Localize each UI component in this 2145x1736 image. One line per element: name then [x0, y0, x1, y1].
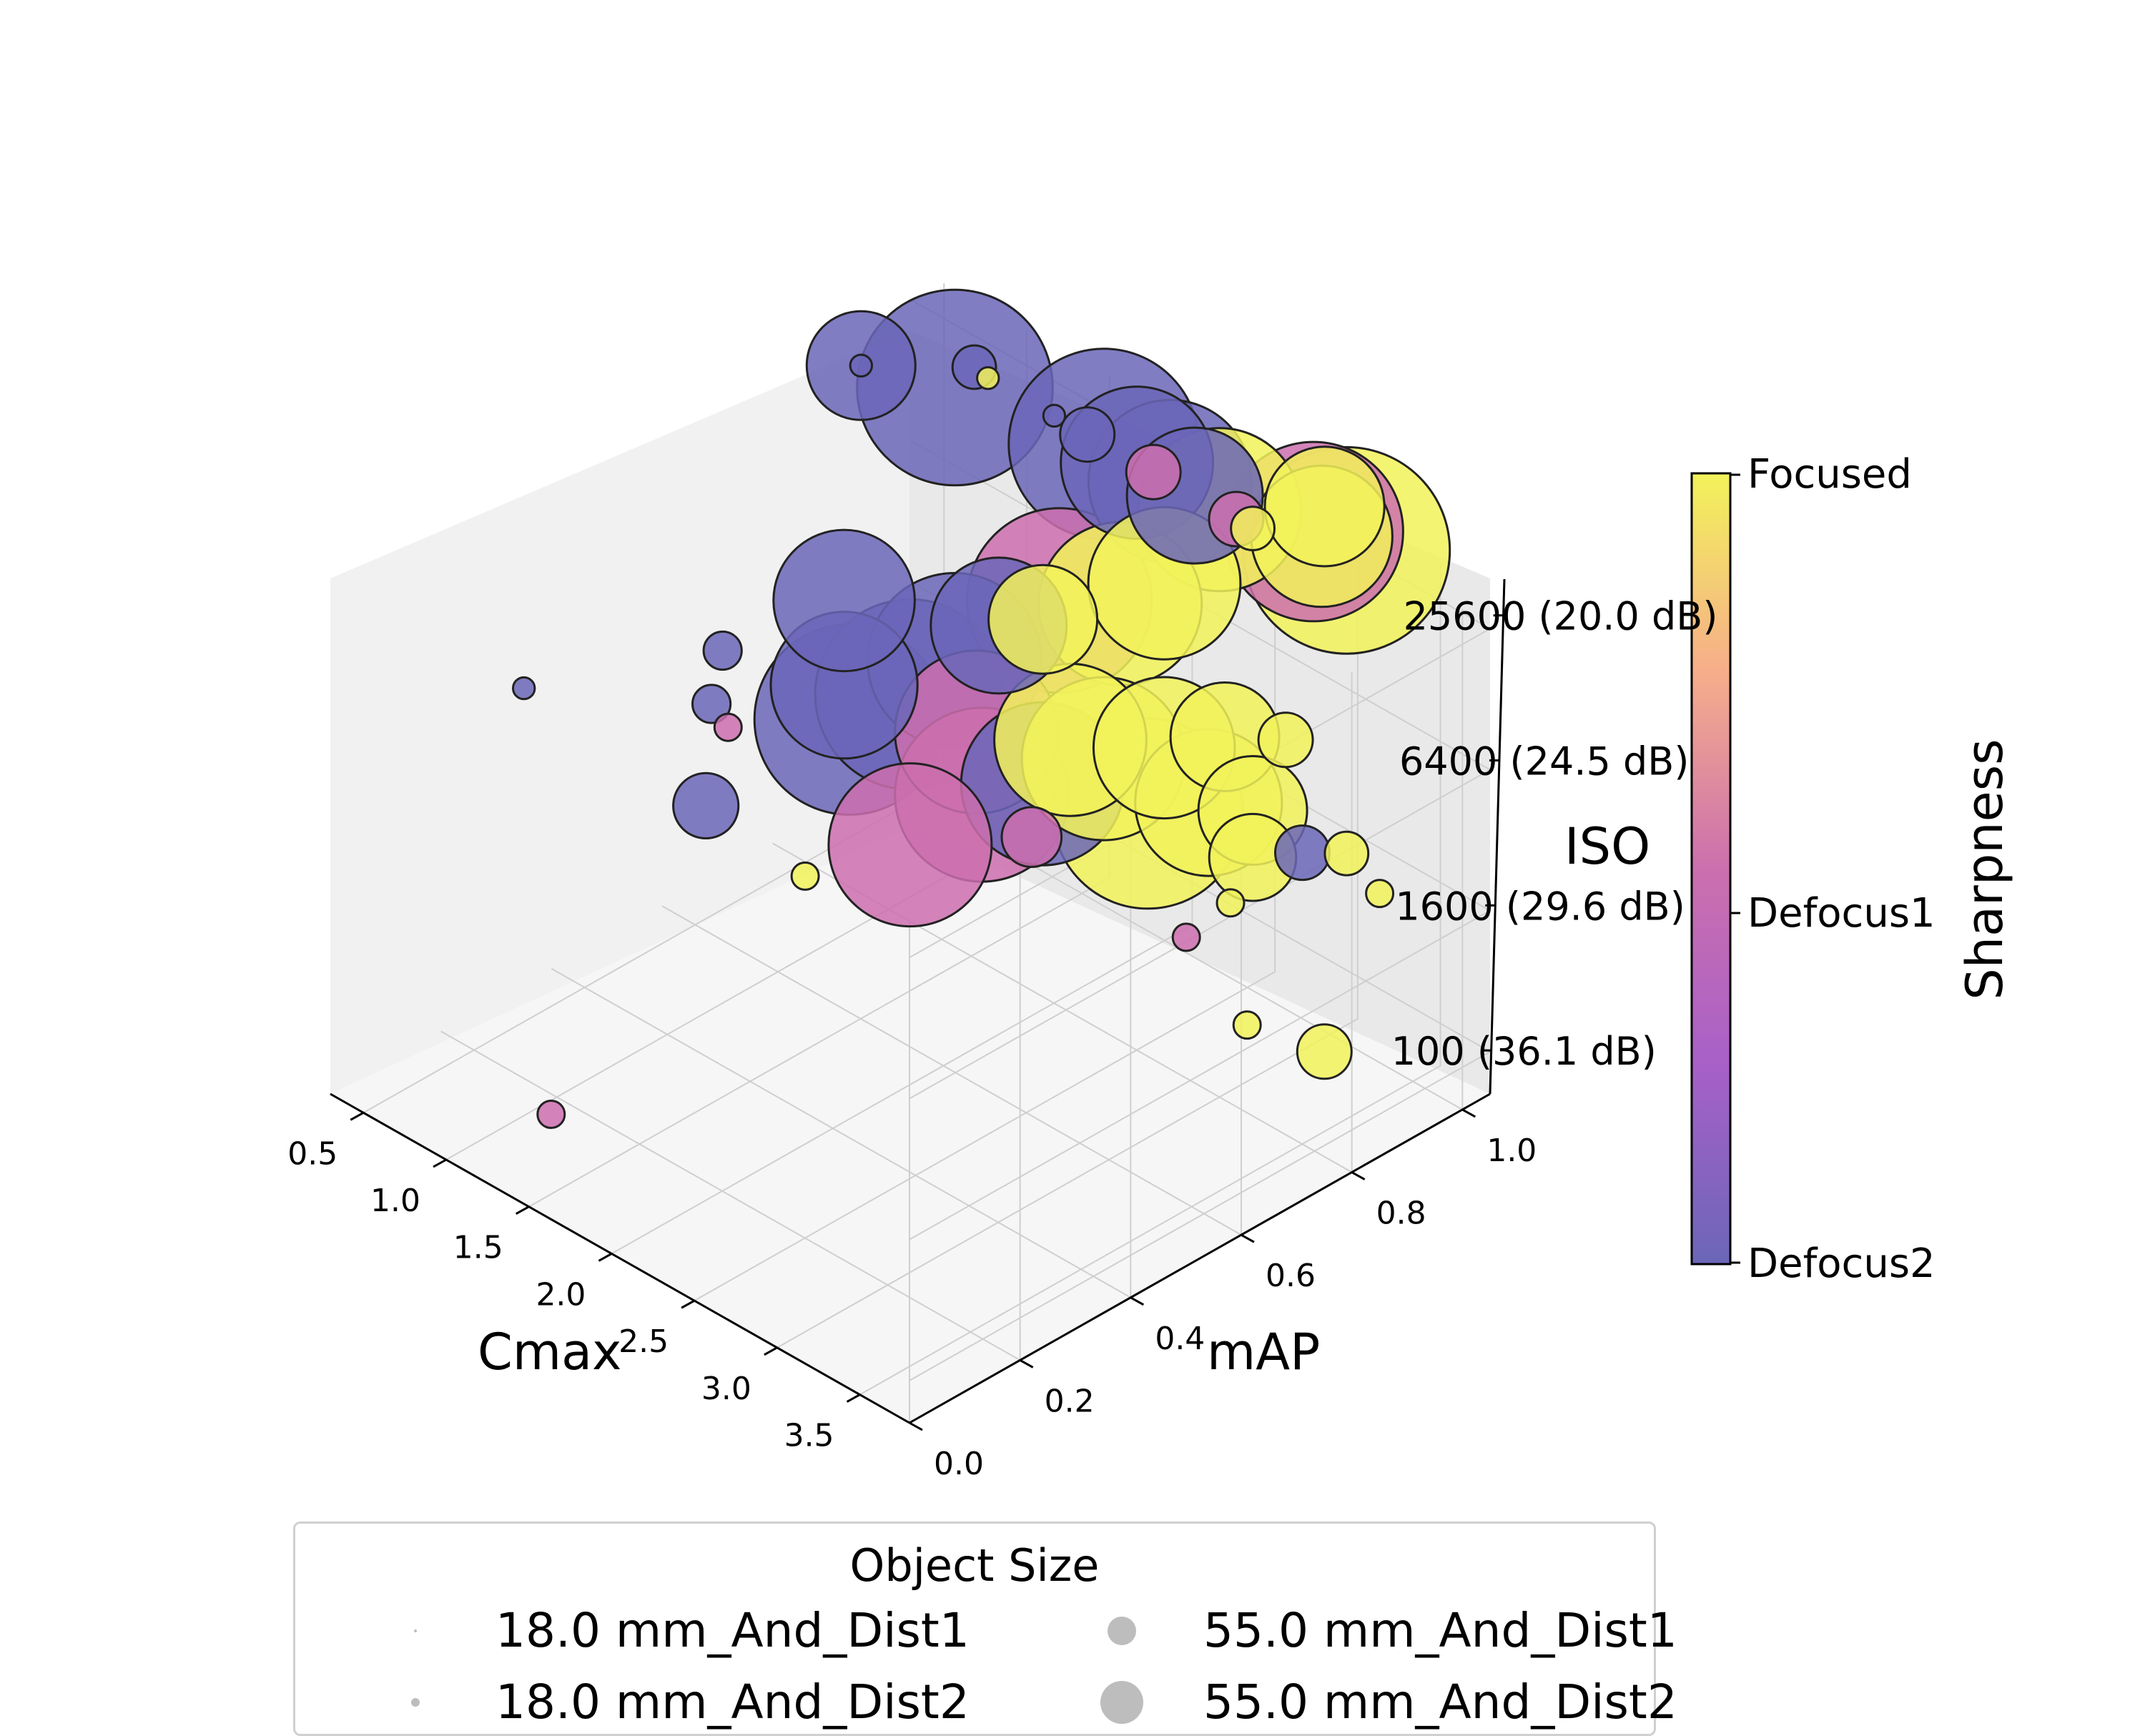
y-axis-line: [909, 1093, 1491, 1424]
scatter-point: [790, 861, 820, 891]
legend-marker: [411, 1698, 420, 1707]
legend: Object Size 18.0 mm_And_Dist1 18.0 mm_An…: [293, 1522, 1677, 1736]
colorbar: Focused Defocus1 Defocus2 Sharpness: [1690, 451, 2014, 1287]
back-left-pane: [330, 330, 909, 1094]
y-tick-label: 0.0: [934, 1446, 984, 1482]
x-tick: [433, 1158, 447, 1168]
y-axis-label: mAP: [1207, 1323, 1320, 1381]
y-tick-label: 1.0: [1486, 1133, 1537, 1169]
scatter-point: [987, 563, 1099, 675]
scatter-point: [512, 676, 536, 701]
scatter-point: [672, 771, 740, 840]
scatter-point: [1042, 403, 1067, 428]
scatter-point: [1171, 922, 1201, 952]
x-tick-label: 2.5: [618, 1323, 669, 1360]
legend-item: 55.0 mm_And_Dist1: [1060, 1602, 1677, 1659]
legend-item: 18.0 mm_And_Dist1: [352, 1602, 970, 1659]
x-tick: [350, 1111, 365, 1121]
x-axis-line: [330, 1093, 910, 1424]
x-grid-line: [859, 565, 1441, 1396]
legend-item-label: 18.0 mm_And_Dist2: [495, 1675, 970, 1730]
y-tick-label: 0.2: [1045, 1383, 1095, 1419]
y-tick-label: 0.8: [1376, 1195, 1426, 1232]
x-tick-label: 2.0: [536, 1276, 586, 1313]
colorbar-label: Sharpness: [1956, 739, 2014, 1000]
colorbar-tick-label-defocus2: Defocus2: [1747, 1241, 1936, 1287]
scatter-point: [827, 762, 993, 928]
colorbar-gradient: [1690, 472, 1732, 1266]
legend-marker: [1108, 1617, 1136, 1645]
scatter-point: [1125, 443, 1182, 500]
scatter-point: [1059, 406, 1116, 463]
x-tick: [846, 1394, 861, 1403]
scatter-point: [1257, 711, 1314, 769]
scatter-point: [976, 366, 1000, 390]
x-tick: [764, 1346, 778, 1356]
legend-item-label: 18.0 mm_And_Dist1: [495, 1603, 970, 1658]
scatter-point: [1323, 830, 1370, 877]
x-tick-label: 1.5: [453, 1230, 503, 1266]
z-tick-label: 6400 (24.5 dB): [1399, 739, 1689, 784]
legend-title: Object Size: [849, 1539, 1100, 1592]
scatter-point: [772, 528, 916, 673]
y-tick: [1130, 1296, 1145, 1306]
legend-item: 55.0 mm_And_Dist2: [1060, 1674, 1677, 1731]
y-tick: [1461, 1108, 1476, 1118]
x-axis-label: Cmax: [478, 1323, 621, 1381]
legend-item: 18.0 mm_And_Dist2: [352, 1674, 970, 1731]
scatter-point: [713, 712, 743, 742]
x-grid-line: [776, 518, 1358, 1348]
x-tick-label: 3.0: [701, 1371, 751, 1407]
legend-marker: [1100, 1681, 1143, 1724]
scatter-point: [849, 353, 874, 378]
z-tick-label: 25600 (20.0 dB): [1404, 594, 1718, 639]
legend-item-label: 55.0 mm_And_Dist2: [1203, 1675, 1677, 1730]
scatter-point: [1274, 824, 1331, 882]
y-tick-label: 0.6: [1266, 1258, 1316, 1294]
scatter-point: [536, 1100, 566, 1129]
x-grid-line: [694, 471, 1276, 1302]
x-tick-label: 0.5: [287, 1135, 337, 1172]
axis-lines: [330, 578, 1506, 1424]
z-tick-label: 100 (36.1 dB): [1391, 1029, 1657, 1074]
y-tick-label: 0.4: [1155, 1321, 1205, 1357]
colorbar-tick-label-defocus1: Defocus1: [1747, 890, 1936, 937]
z-axis-label: ISO: [1564, 817, 1650, 876]
scatter-point: [1216, 888, 1246, 918]
y-tick: [1351, 1171, 1366, 1180]
y-tick: [1241, 1233, 1255, 1243]
x-tick: [598, 1253, 613, 1262]
legend-item-label: 55.0 mm_And_Dist1: [1203, 1603, 1677, 1658]
scatter-point: [1263, 445, 1386, 568]
y-tick: [1019, 1359, 1034, 1368]
x-tick-label: 3.5: [784, 1418, 834, 1454]
scatter-point: [1230, 505, 1276, 551]
scatter-points: [512, 288, 1451, 1129]
y-tick: [909, 1421, 923, 1431]
x-tick: [681, 1299, 695, 1309]
x-tick: [515, 1205, 530, 1215]
scatter-point: [691, 684, 732, 724]
tick-marks: [350, 614, 1504, 1431]
colorbar-tick-label-focused: Focused: [1747, 451, 1912, 498]
scatter-point: [1000, 806, 1063, 868]
scatter-point: [1232, 1010, 1262, 1040]
x-tick-label: 1.0: [370, 1183, 420, 1219]
legend-marker: [414, 1629, 417, 1632]
z-tick-label: 1600 (29.6 dB): [1395, 884, 1685, 929]
z-axis-line: [1489, 578, 1506, 1095]
scatter-point: [702, 630, 743, 671]
scatter-point: [1365, 879, 1395, 909]
scatter-point: [1296, 1023, 1353, 1080]
